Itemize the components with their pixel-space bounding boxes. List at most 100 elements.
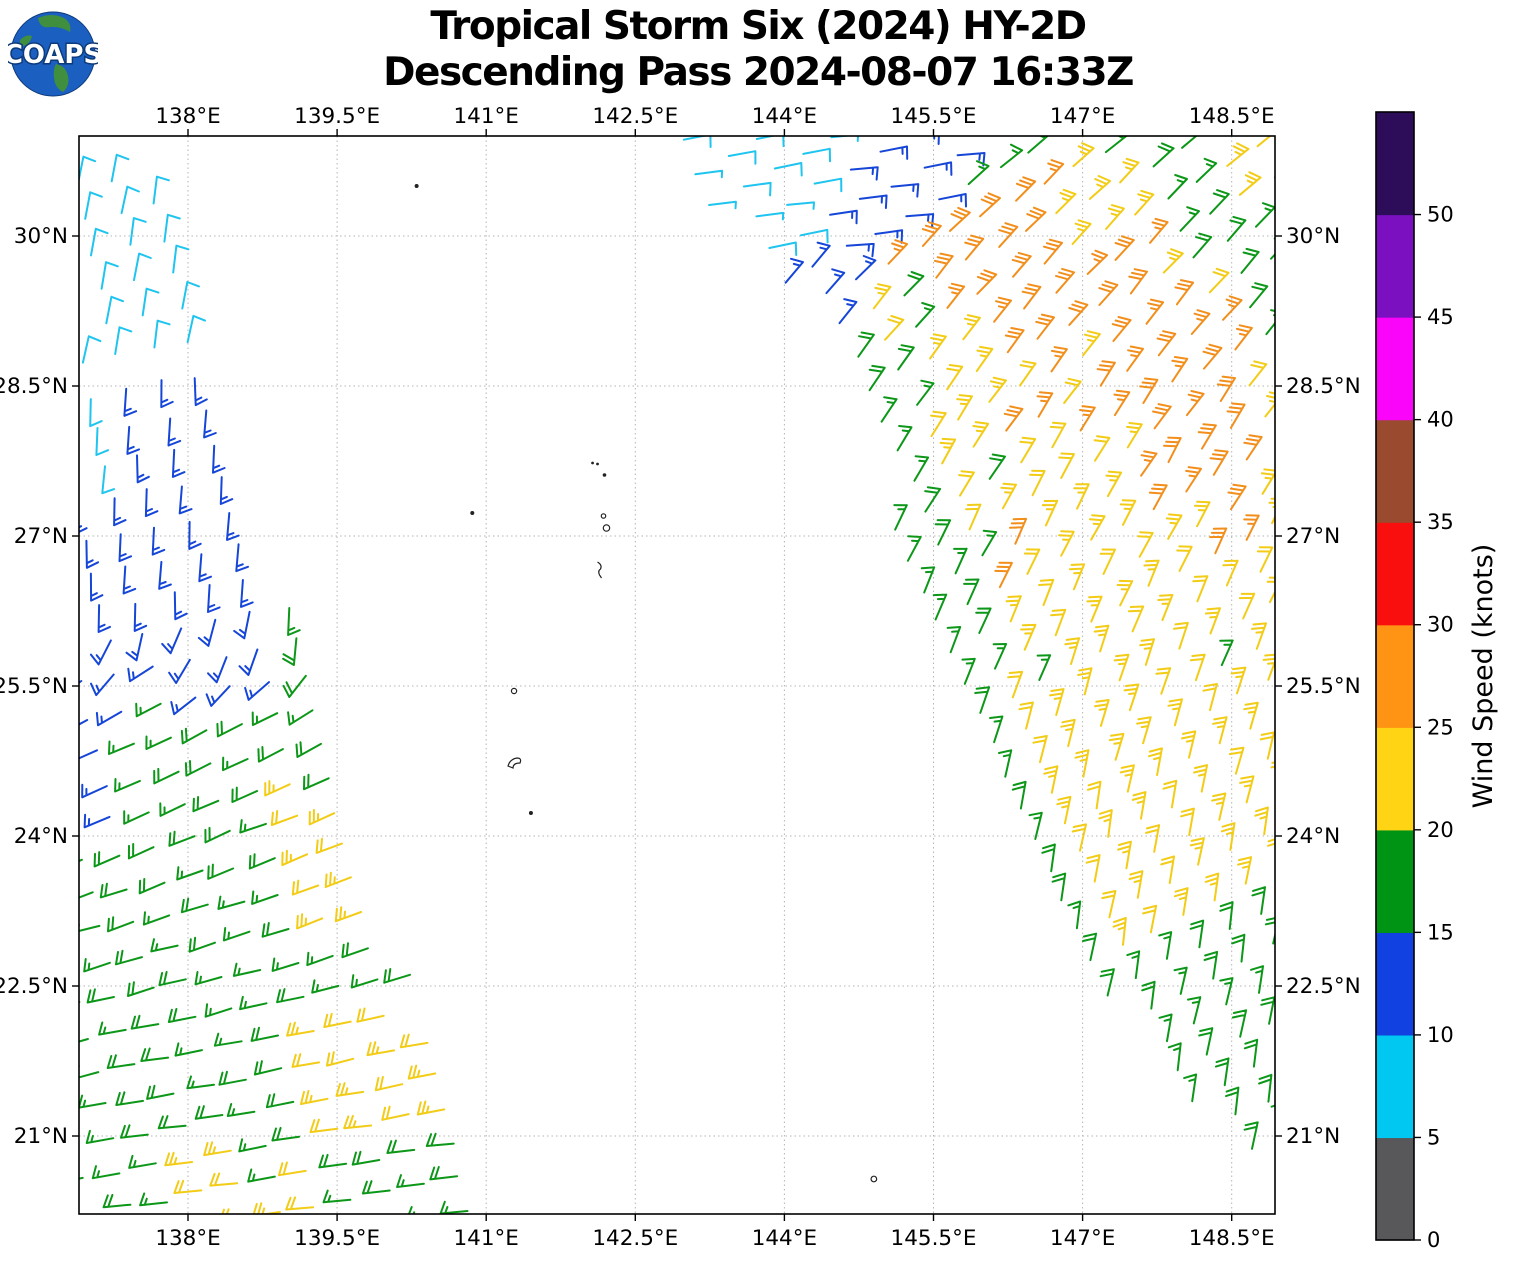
wind-barb [975,345,994,373]
wind-barb [992,643,1008,670]
wind-barb [250,1026,279,1042]
wind-barb [838,298,858,325]
wind-barb [1072,142,1095,168]
wind-barb [105,295,124,325]
wind-barb [880,396,898,423]
wind-barb [1082,330,1101,357]
wind-barb [271,1126,301,1142]
wind-barb [979,192,1001,218]
wind-barb [174,1042,203,1057]
wind-barb [1056,795,1072,825]
wind-barb [285,1196,315,1211]
wind-barb [248,853,276,870]
wind-barb [1145,824,1161,853]
wind-barb [240,579,254,608]
wind-barb [967,160,990,186]
colorbar-segment [1376,1034,1414,1139]
wind-barb [238,648,259,676]
wind-barb [1003,405,1024,432]
wind-barb [1099,548,1116,575]
wind-barb [204,1003,233,1018]
wind-barb [896,425,913,452]
lon-tick-label-top: 139.5°E [294,104,380,129]
wind-barb [1055,188,1077,215]
wind-barb [1105,470,1123,498]
wind-barb [1104,136,1128,154]
wind-barb [1086,249,1109,275]
lon-tick-label-bottom: 141°E [454,1226,519,1251]
wind-barb [1158,931,1173,960]
wind-barb [1222,295,1243,321]
lat-tick-label-right: 24°N [1286,824,1340,849]
wind-barb [1145,298,1165,325]
wind-barb [1259,731,1275,760]
wind-barb [232,962,262,977]
wind-barb [85,539,100,569]
wind-barb [238,1138,267,1153]
wind-barb [1064,637,1081,665]
wind-barb [1238,592,1256,620]
wind-barb [79,525,88,534]
colorbar-tick-label: 0 [1427,1228,1440,1252]
wind-barb [1000,143,1024,169]
wind-barb [90,227,109,257]
wind-barb [1249,282,1269,309]
wind-barb [1160,855,1175,885]
wind-barb [1243,701,1259,730]
wind-barb [218,1070,247,1086]
wind-barb [1167,1042,1182,1072]
wind-barb [1148,483,1168,511]
wind-barb [989,715,1004,744]
wind-barb [1131,791,1147,820]
wind-barb [938,193,967,208]
wind-barb [727,150,757,165]
wind-barb [318,1153,348,1169]
wind-barb [163,213,181,243]
wind-barb [1137,531,1154,558]
wind-barb [1049,421,1067,449]
wind-barb [1258,1073,1273,1103]
wind-barb [893,504,908,531]
wind-barb [1077,667,1093,696]
wind-barb [226,512,240,541]
wind-barb [811,241,831,268]
wind-barb [146,1084,175,1100]
wind-barb [1274,175,1275,179]
wind-barb [84,191,103,220]
wind-barb [309,1118,339,1134]
lat-tick-label-left: 30°N [14,224,68,249]
wind-barb [1197,423,1217,450]
wind-barb [1187,996,1202,1025]
wind-barb [1260,468,1275,495]
wind-barb [198,553,212,583]
wind-barb [1264,391,1275,418]
wind-barb [956,394,973,421]
wind-barb [308,809,336,826]
wind-barb [1029,469,1046,497]
lat-tick-label-left: 25.5°N [0,674,68,699]
wind-barb [1105,204,1125,230]
tick-layer [72,129,1282,1221]
island-dot [596,462,599,466]
wind-barb [1007,670,1024,699]
map-frame [78,135,1276,1215]
wind-barb [1141,980,1156,1010]
wind-barb [235,543,249,573]
wind-barb [101,465,116,495]
wind-barb [915,302,936,328]
wind-barb [1264,917,1275,945]
wind-barb [1255,202,1275,228]
wind-barb [144,488,159,518]
wind-barb [239,995,268,1011]
wind-barb [1238,171,1262,196]
wind-barb [829,209,858,225]
wind-barb [1193,764,1209,793]
wind-barb [324,871,352,888]
wind-barb [1136,716,1152,745]
wind-barb [1162,779,1178,809]
wind-barb [1209,449,1229,476]
wind-barb [95,427,109,456]
wind-barb [1009,517,1028,545]
wind-barb [1174,279,1195,306]
lon-tick-label-top: 138°E [155,104,220,129]
